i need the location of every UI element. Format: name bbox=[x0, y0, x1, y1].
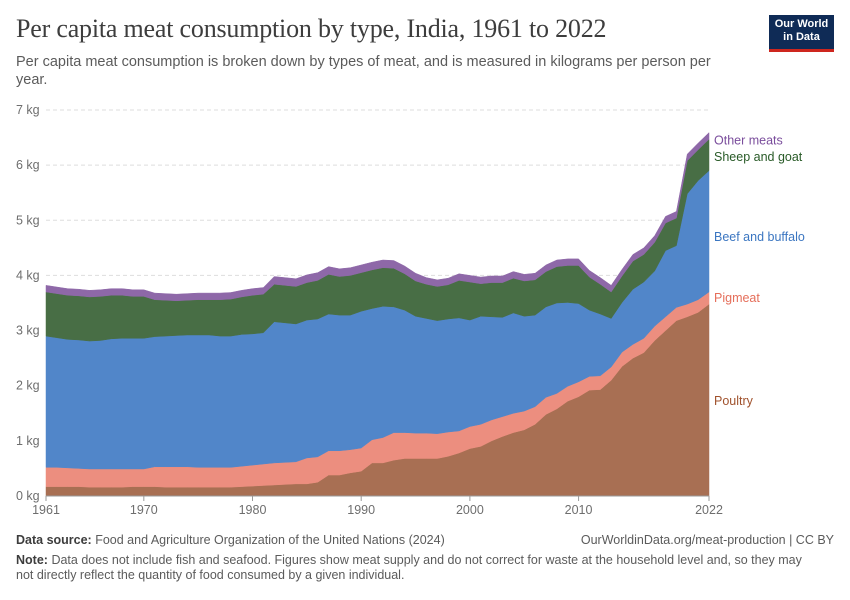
series-labels: Poultry Pigmeat Beef and buffalo Sheep and … bbox=[714, 133, 805, 408]
x-tick-label: 1980 bbox=[239, 503, 267, 517]
logo-line-1: Our World bbox=[774, 18, 829, 30]
chart-subtitle: Per capita meat consumption is broken do… bbox=[16, 54, 711, 88]
y-axis-tick-labels: 0 kg 1 kg 2 kg 3 kg 4 kg 5 kg 6 kg 7 kg bbox=[16, 103, 40, 503]
series-label: Poultry bbox=[714, 394, 754, 408]
y-tick-label: 1 kg bbox=[16, 434, 40, 448]
y-tick-label: 3 kg bbox=[16, 324, 40, 338]
source-text: Food and Agriculture Organization of the… bbox=[95, 533, 445, 547]
source-line: Data source: Food and Agriculture Organi… bbox=[16, 533, 834, 547]
series-label: Other meats bbox=[714, 133, 783, 147]
y-tick-label: 6 kg bbox=[16, 158, 40, 172]
x-tick-label: 1990 bbox=[347, 503, 375, 517]
x-tick-label: 1970 bbox=[130, 503, 158, 517]
y-tick-label: 7 kg bbox=[16, 103, 40, 117]
y-tick-label: 2 kg bbox=[16, 379, 40, 393]
x-tick-label: 2022 bbox=[695, 503, 723, 517]
stacked-area-chart: 0 kg 1 kg 2 kg 3 kg 4 kg 5 kg 6 kg 7 kg 1961 197… bbox=[16, 103, 805, 517]
series-label: Beef and buffalo bbox=[714, 230, 805, 244]
source-label: Data source: bbox=[16, 533, 92, 547]
source-url[interactable]: OurWorldinData.org/meat-production | CC … bbox=[580, 533, 834, 547]
y-tick-label: 0 kg bbox=[16, 489, 40, 503]
series-label: Sheep and goat bbox=[714, 150, 803, 164]
x-tick-label: 2000 bbox=[456, 503, 484, 517]
x-axis: 1961 1970 1980 1990 2000 2010 2022 bbox=[32, 495, 723, 517]
area-series bbox=[45, 132, 710, 497]
chart-title: Per capita meat consumption by type, Ind… bbox=[16, 14, 607, 43]
note-label: Note: bbox=[16, 553, 48, 567]
note-text: Data does not include fish and seafood. … bbox=[16, 553, 802, 582]
x-tick-label: 1961 bbox=[32, 503, 60, 517]
note-line: Note: Data does not include fish and sea… bbox=[16, 553, 816, 583]
y-tick-label: 4 kg bbox=[16, 268, 40, 282]
area-other-meats bbox=[45, 132, 710, 302]
logo-line-2: in Data bbox=[783, 30, 820, 43]
series-label: Pigmeat bbox=[714, 291, 760, 305]
y-tick-label: 5 kg bbox=[16, 213, 40, 227]
x-tick-label: 2010 bbox=[565, 503, 593, 517]
owid-logo[interactable]: Our World in Data bbox=[769, 15, 834, 52]
